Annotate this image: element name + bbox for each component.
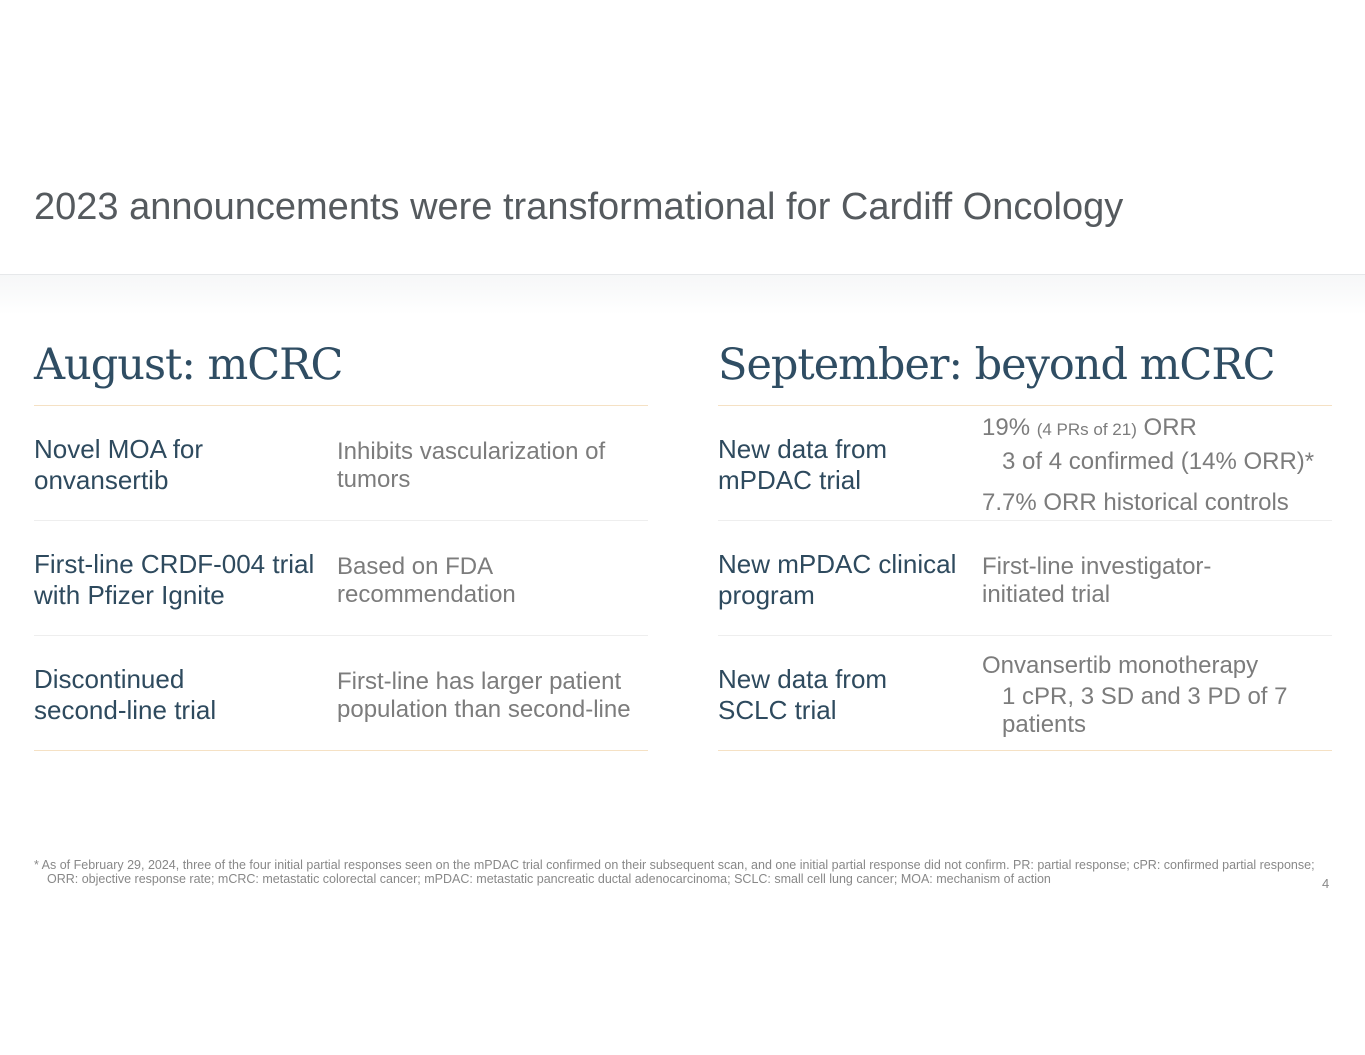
row-desc: Inhibits vascularization of tumors xyxy=(337,438,606,493)
table-row: New mPDAC clinical program First-line in… xyxy=(718,521,1332,636)
left-heading: August: mCRC xyxy=(34,340,343,390)
sclc-result-text: 1 cPR, 3 SD and 3 PD of 7 patients xyxy=(1002,683,1288,738)
row-label: Novel MOA for onvansertib xyxy=(34,434,204,495)
historical-text: 7.7% ORR historical controls xyxy=(982,489,1289,516)
left-column: August: mCRC Novel MOA for onvansertib I… xyxy=(34,340,648,751)
divider xyxy=(718,405,1332,406)
orr-label: ORR xyxy=(1143,414,1197,441)
row-label: New mPDAC clinical program xyxy=(718,549,957,610)
row-desc: First-line investigator-initiated trial xyxy=(982,553,1212,608)
page-title: 2023 announcements were transformational… xyxy=(34,186,1124,228)
table-row: First-line CRDF-004 trial with Pfizer Ig… xyxy=(34,521,648,636)
monotherapy-text: Onvansertib monotherapy xyxy=(982,652,1259,679)
page-number: 4 xyxy=(1322,876,1330,891)
row-label: New data from mPDAC trial xyxy=(718,434,888,495)
confirmed-text: 3 of 4 confirmed (14% ORR)* xyxy=(1002,448,1315,475)
divider xyxy=(34,405,648,406)
orr-value: 19% xyxy=(982,414,1031,441)
row-desc: Based on FDA recommendation xyxy=(337,553,516,608)
row-label: Discontinued second-line trial xyxy=(34,664,217,725)
right-heading: September: beyond mCRC xyxy=(718,340,1276,390)
table-row: Discontinued second-line trial First-lin… xyxy=(34,636,648,751)
right-column: September: beyond mCRC New data from mPD… xyxy=(718,340,1332,751)
row-label: First-line CRDF-004 trial with Pfizer Ig… xyxy=(34,549,315,610)
table-row: Novel MOA for onvansertib Inhibits vascu… xyxy=(34,406,648,521)
table-row: New data from mPDAC trial 19% (4 PRs of … xyxy=(718,406,1332,521)
row-desc: First-line has larger patient population… xyxy=(337,668,631,723)
orr-detail: (4 PRs of 21) xyxy=(1036,420,1137,439)
table-row: New data from SCLC trial Onvansertib mon… xyxy=(718,636,1332,751)
header-divider xyxy=(0,274,1365,315)
footnote: * As of February 29, 2024, three of the … xyxy=(34,858,1315,886)
row-label: New data from SCLC trial xyxy=(718,664,888,725)
